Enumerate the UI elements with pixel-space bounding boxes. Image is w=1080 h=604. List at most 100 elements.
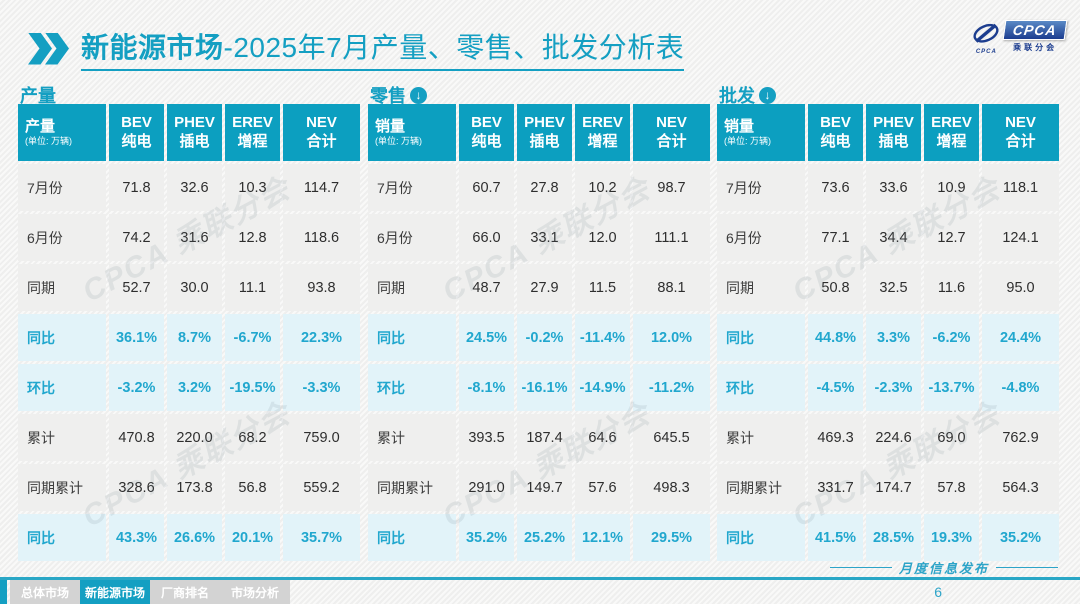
data-cell: 35.7% xyxy=(283,514,360,561)
data-cell: 187.4 xyxy=(517,414,572,461)
row-label: 同期累计 xyxy=(717,464,805,511)
data-cell: 393.5 xyxy=(459,414,514,461)
data-cell: 74.2 xyxy=(109,214,164,261)
data-cell: 331.7 xyxy=(808,464,863,511)
data-cell: 35.2% xyxy=(459,514,514,561)
data-cell: 36.1% xyxy=(109,314,164,361)
column-header: NEV 合计 xyxy=(633,104,710,161)
data-cell: 11.5 xyxy=(575,264,630,311)
cpca-logo: CPCA CPCA 乘联分会 xyxy=(971,20,1068,55)
row-label: 同比 xyxy=(18,514,106,561)
data-cell: 12.0 xyxy=(575,214,630,261)
data-cell: 93.8 xyxy=(283,264,360,311)
footer-divider xyxy=(0,577,1080,580)
publication-text: 月度信息发布 xyxy=(899,562,990,577)
retail-table: 销量 (单位: 万辆) BEV 纯电 PHEV 插电 EREV 增程 NEV 合计 7月份 60.7 2… xyxy=(368,104,710,561)
data-cell: 173.8 xyxy=(167,464,222,511)
data-cell: 34.4 xyxy=(866,214,921,261)
data-cell: 29.5% xyxy=(633,514,710,561)
tab-item[interactable]: 市场分析 xyxy=(230,585,279,600)
tab-active[interactable]: 新能源市场 xyxy=(80,580,150,604)
data-cell: 3.3% xyxy=(866,314,921,361)
down-arrow-icon: ↓ xyxy=(410,86,427,104)
data-cell: 10.2 xyxy=(575,164,630,211)
data-cell: 28.5% xyxy=(866,514,921,561)
data-cell: 50.8 xyxy=(808,264,863,311)
data-cell: 30.0 xyxy=(167,264,222,311)
data-cell: -4.5% xyxy=(808,364,863,411)
row-label: 同比 xyxy=(368,314,456,361)
row-label: 同期累计 xyxy=(368,464,456,511)
data-cell: 291.0 xyxy=(459,464,514,511)
data-cell: 645.5 xyxy=(633,414,710,461)
row-label: 累计 xyxy=(368,414,456,461)
tab-item[interactable]: 厂商排名 xyxy=(160,585,209,600)
cpca-logo-text: CPCA 乘联分会 xyxy=(1002,20,1068,53)
data-cell: 11.1 xyxy=(225,264,280,311)
data-cell: 224.6 xyxy=(866,414,921,461)
data-cell: -13.7% xyxy=(924,364,979,411)
column-header: NEV 合计 xyxy=(982,104,1059,161)
data-cell: 95.0 xyxy=(982,264,1059,311)
page-title-highlight: 新能源市场 xyxy=(81,32,224,63)
tab-item[interactable]: 总体市场 xyxy=(20,585,69,600)
data-cell: 27.9 xyxy=(517,264,572,311)
section-label: 产量 xyxy=(20,86,56,106)
data-cell: 111.1 xyxy=(633,214,710,261)
data-cell: 19.3% xyxy=(924,514,979,561)
section-title-production: 产量 xyxy=(20,82,56,108)
page-title-rest: -2025年7月产量、零售、批发分析表 xyxy=(223,32,685,63)
data-cell: 12.0% xyxy=(633,314,710,361)
data-cell: -14.9% xyxy=(575,364,630,411)
data-cell: 10.9 xyxy=(924,164,979,211)
row-label: 环比 xyxy=(368,364,456,411)
data-cell: 56.8 xyxy=(225,464,280,511)
data-cell: 762.9 xyxy=(982,414,1059,461)
data-cell: 57.8 xyxy=(924,464,979,511)
row-label: 环比 xyxy=(18,364,106,411)
down-arrow-icon: ↓ xyxy=(759,86,776,104)
data-cell: -8.1% xyxy=(459,364,514,411)
data-cell: 71.8 xyxy=(109,164,164,211)
row-label: 同比 xyxy=(717,314,805,361)
data-cell: 33.6 xyxy=(866,164,921,211)
data-cell: 88.1 xyxy=(633,264,710,311)
column-header: BEV 纯电 xyxy=(808,104,863,161)
cpca-swoosh-icon: CPCA xyxy=(971,20,1001,55)
slide-header: 新能源市场-2025年7月产量、零售、批发分析表 xyxy=(28,26,685,71)
data-cell: -3.3% xyxy=(283,364,360,411)
cpca-brand: CPCA xyxy=(1002,20,1068,40)
column-header: PHEV 插电 xyxy=(517,104,572,161)
data-cell: 22.3% xyxy=(283,314,360,361)
column-header: NEV 合计 xyxy=(283,104,360,161)
data-cell: 114.7 xyxy=(283,164,360,211)
data-cell: 118.1 xyxy=(982,164,1059,211)
bottom-tabs: 总体市场 新能源市场 厂商排名 市场分析 xyxy=(10,580,290,604)
data-cell: 8.7% xyxy=(167,314,222,361)
data-cell: 328.6 xyxy=(109,464,164,511)
data-cell: 64.6 xyxy=(575,414,630,461)
data-cell: 10.3 xyxy=(225,164,280,211)
row-label: 同期累计 xyxy=(18,464,106,511)
data-cell: 41.5% xyxy=(808,514,863,561)
row-label: 环比 xyxy=(717,364,805,411)
table-corner-header: 销量 (单位: 万辆) xyxy=(368,104,456,161)
publication-label: 月度信息发布 xyxy=(830,558,1059,577)
data-cell: 559.2 xyxy=(283,464,360,511)
section-title-wholesale: 批发 ↓ xyxy=(719,82,776,108)
data-cell: 3.2% xyxy=(167,364,222,411)
section-label: 零售 xyxy=(370,86,406,106)
data-cell: 35.2% xyxy=(982,514,1059,561)
data-cell: 33.1 xyxy=(517,214,572,261)
data-cell: 24.5% xyxy=(459,314,514,361)
data-cell: 43.3% xyxy=(109,514,164,561)
row-label: 同比 xyxy=(717,514,805,561)
double-chevron-icon xyxy=(28,32,69,65)
section-label: 批发 xyxy=(719,86,755,106)
data-cell: -2.3% xyxy=(866,364,921,411)
data-cell: 149.7 xyxy=(517,464,572,511)
data-cell: 12.7 xyxy=(924,214,979,261)
data-cell: 20.1% xyxy=(225,514,280,561)
data-cell: 69.0 xyxy=(924,414,979,461)
